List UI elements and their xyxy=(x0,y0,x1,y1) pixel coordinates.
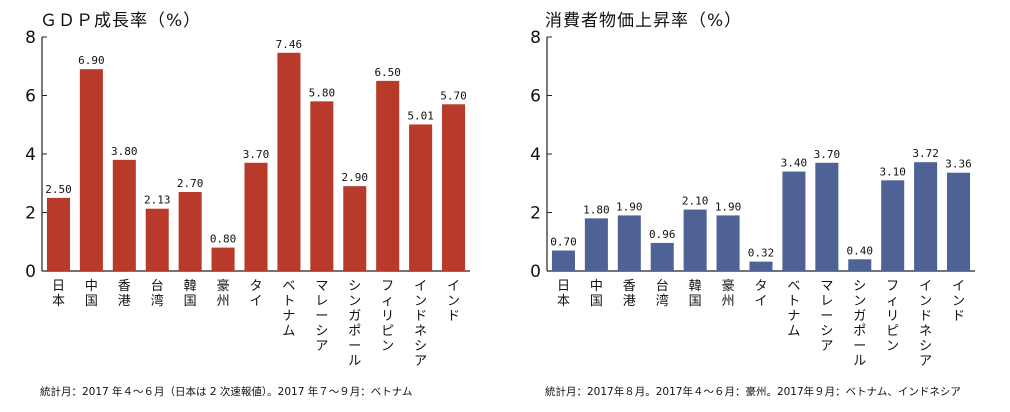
gdp-value-label: 5.70 xyxy=(440,89,467,102)
gdp-y-tick-label: 0 xyxy=(25,262,36,282)
cpi-value-label: 0.40 xyxy=(847,244,874,257)
gdp-category-label: ベトナム xyxy=(282,279,295,339)
cpi-category-label: 中国 xyxy=(590,279,603,309)
gdp-value-label: 2.70 xyxy=(177,177,204,190)
cpi-y-tick-label: 0 xyxy=(530,262,541,282)
gdp-category-label: 中国 xyxy=(85,279,98,309)
cpi-category-label: シンガポール xyxy=(853,279,866,369)
cpi-bar xyxy=(914,162,938,271)
gdp-value-label: 5.01 xyxy=(407,109,434,122)
cpi-category-label: 香港 xyxy=(623,279,636,309)
cpi-category-label: インドネシア xyxy=(919,279,932,369)
gdp-bar xyxy=(46,197,70,271)
cpi-value-label: 0.32 xyxy=(748,247,775,260)
gdp-bar xyxy=(442,104,466,272)
cpi-chart-panel: 消費者物価上昇率（%） 0 2 4 6 8 0.70 日本 1.80 中国 1.90 香港 0.96 台… xyxy=(505,0,1010,412)
cpi-y-tick-label: 2 xyxy=(530,204,541,224)
cpi-value-label: 1.80 xyxy=(583,203,610,216)
cpi-value-label: 1.90 xyxy=(715,200,742,213)
cpi-category-label: 豪州 xyxy=(722,278,735,309)
cpi-category-label: 韓国 xyxy=(689,279,702,309)
cpi-bar xyxy=(947,172,971,271)
gdp-value-label: 2.50 xyxy=(45,183,72,196)
gdp-y-tick-label: 4 xyxy=(25,145,36,165)
cpi-bar xyxy=(716,215,740,271)
cpi-bar xyxy=(815,162,839,271)
cpi-bar xyxy=(683,209,707,271)
gdp-value-label: 6.50 xyxy=(374,66,401,79)
cpi-bar xyxy=(584,218,608,271)
gdp-category-label: タイ xyxy=(249,279,262,309)
cpi-value-label: 3.70 xyxy=(814,148,841,161)
gdp-value-label: 2.90 xyxy=(342,171,369,184)
gdp-value-label: 2.13 xyxy=(144,194,171,207)
gdp-bar-chart: 0 2 4 6 8 2.50 日本 6.90 中国 3.80 香港 2.13 台湾 2.70 韓国 0.80 豪… xyxy=(25,28,470,369)
gdp-bar xyxy=(409,124,433,272)
cpi-category-label: 日本 xyxy=(557,279,570,309)
cpi-y-tick-label: 4 xyxy=(530,145,541,165)
gdp-bar xyxy=(310,101,334,271)
gdp-bar xyxy=(211,247,235,271)
cpi-category-label: インド xyxy=(952,279,965,324)
cpi-value-label: 2.10 xyxy=(682,195,709,208)
gdp-bar xyxy=(343,186,367,271)
gdp-category-label: 韓国 xyxy=(184,279,197,309)
gdp-bar xyxy=(112,159,136,271)
cpi-value-label: 3.10 xyxy=(879,165,906,178)
cpi-category-label: 台湾 xyxy=(656,279,669,309)
gdp-category-label: インド xyxy=(447,279,460,324)
gdp-y-tick-label: 2 xyxy=(25,204,36,224)
cpi-bar-chart: 0 2 4 6 8 0.70 日本 1.80 中国 1.90 香港 0.96 台湾 2.10 韓国 1.90 豪… xyxy=(530,28,975,369)
gdp-bar xyxy=(376,80,400,271)
gdp-category-label: インドネシア xyxy=(414,279,427,369)
gdp-y-tick-label: 6 xyxy=(25,87,36,107)
gdp-value-label: 5.80 xyxy=(309,86,336,99)
cpi-category-label: ベトナム xyxy=(787,279,800,339)
gdp-bar xyxy=(277,52,301,271)
gdp-bar xyxy=(145,208,169,271)
cpi-bar xyxy=(650,242,674,271)
gdp-value-label: 3.80 xyxy=(111,145,138,158)
cpi-value-label: 3.40 xyxy=(781,157,808,170)
gdp-category-label: 台湾 xyxy=(151,279,164,309)
gdp-bar xyxy=(79,69,103,271)
cpi-category-label: マレーシア xyxy=(820,279,833,354)
cpi-category-label: フィリピン xyxy=(886,279,899,354)
cpi-value-label: 3.36 xyxy=(945,158,972,171)
gdp-category-label: シンガポール xyxy=(348,279,361,369)
gdp-bar xyxy=(244,162,268,271)
gdp-category-label: 日本 xyxy=(52,279,65,309)
gdp-category-label: マレーシア xyxy=(315,279,328,354)
cpi-value-label: 0.96 xyxy=(649,228,676,241)
cpi-value-label: 0.70 xyxy=(550,236,577,249)
cpi-bar xyxy=(551,250,575,271)
cpi-bar xyxy=(749,261,773,271)
cpi-bar xyxy=(617,215,641,271)
gdp-chart-panel: ＧＤＰ成長率（%） 0 2 4 6 8 2.50 日本 6.90 中国 3.80 香港 2.13 台湾 2… xyxy=(25,11,470,398)
gdp-bar xyxy=(178,192,202,271)
gdp-value-label: 6.90 xyxy=(78,54,105,67)
gdp-value-label: 3.70 xyxy=(243,148,270,161)
cpi-bar xyxy=(848,259,872,271)
cpi-y-tick-label: 8 xyxy=(530,28,541,48)
gdp-chart-title: ＧＤＰ成長率（%） xyxy=(40,11,202,31)
cpi-bar xyxy=(881,180,905,271)
gdp-category-label: 豪州 xyxy=(217,278,230,309)
cpi-chart-note: 統計月：2017年８月。2017年４～６月：豪州。2017年９月：ベトナム、イン… xyxy=(545,386,961,398)
cpi-value-label: 1.90 xyxy=(616,200,643,213)
gdp-category-label: 香港 xyxy=(118,279,131,309)
cpi-chart-title: 消費者物価上昇率（%） xyxy=(545,11,743,31)
cpi-bar xyxy=(782,171,806,271)
gdp-value-label: 7.46 xyxy=(276,38,303,51)
gdp-category-label: フィリピン xyxy=(381,279,394,354)
gdp-value-label: 0.80 xyxy=(210,233,237,246)
cpi-value-label: 3.72 xyxy=(912,147,939,160)
gdp-y-tick-label: 8 xyxy=(25,28,36,48)
cpi-category-label: タイ xyxy=(754,279,767,309)
cpi-y-tick-label: 6 xyxy=(530,87,541,107)
gdp-chart-note: 統計月：2017 年４～６月（日本は 2 次速報値）。2017 年７～９月：ベト… xyxy=(40,386,413,398)
